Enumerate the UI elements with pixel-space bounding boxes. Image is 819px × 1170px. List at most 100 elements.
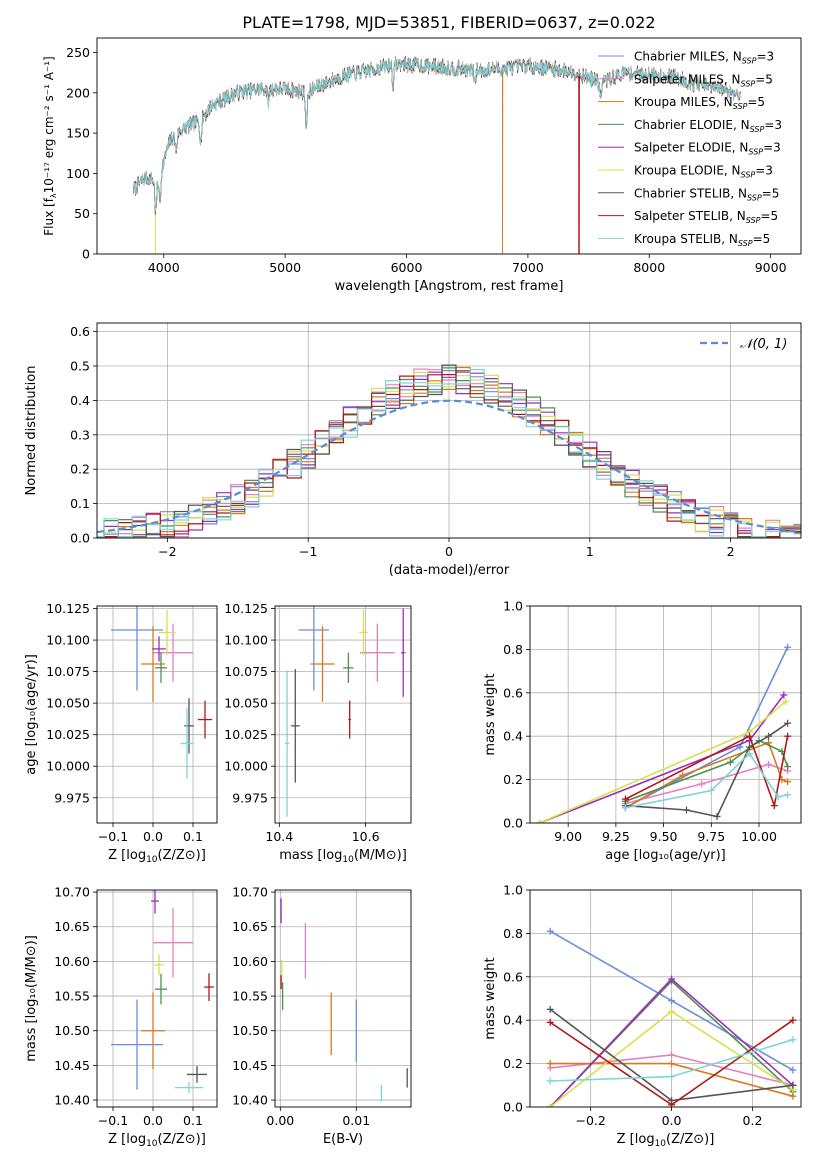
y-tick-label: 10.100 (46, 633, 90, 648)
x-tick-label: 0 (445, 544, 453, 559)
y-tick-label: 50 (74, 206, 90, 221)
y-axis-label: age [log₁₀(age/yr)] (24, 654, 39, 775)
y-tick-label: 1.0 (503, 599, 523, 614)
panel-weight-vs-Z: −0.2 0.0 0.2 0.0 0.2 0.4 0.6 0.8 1.0 Z [log10(Z/Z… (483, 883, 802, 1149)
plot-frame (96, 605, 218, 824)
y-axis-label: mass weight (483, 673, 498, 755)
y-tick-label: 10.55 (232, 989, 268, 1004)
plot-frame (96, 37, 802, 255)
y-axis-label: mass weight (483, 957, 498, 1039)
y-tick-label: 10.50 (54, 1023, 90, 1038)
y-tick-label: 0.8 (503, 926, 523, 941)
plot-area (111, 606, 213, 779)
y-tick-label: 10.075 (46, 664, 90, 679)
weight-line (625, 646, 789, 809)
y-tick-label: 10.45 (232, 1058, 268, 1073)
y-tick-label: 200 (66, 85, 90, 100)
weight-line (539, 694, 785, 823)
y-tick-label: 9.975 (54, 790, 90, 805)
y-tick-label: 10.40 (232, 1093, 268, 1108)
panel-age-vs-mass: 10.4 10.6 9.975 10.000 10.025 10.050 10.075 10.… (224, 601, 412, 865)
plot-area (133, 56, 741, 254)
residuals-legend: 𝒩(0, 1) (700, 337, 787, 352)
x-tick-label: 0.01 (342, 1113, 370, 1128)
x-tick-label: 9000 (755, 260, 787, 275)
panel-weight-vs-age: 9.00 9.25 9.50 9.75 10.00 0.0 0.2 0.4 0.6 0.8 1.0 a… (483, 599, 802, 863)
y-tick-label: 10.075 (224, 664, 268, 679)
x-tick-label: 0.2 (743, 1113, 763, 1128)
y-tick-label: 0.2 (503, 772, 523, 787)
y-tick-label: 10.70 (54, 885, 90, 900)
panel-mass-vs-Z: −0.1 0.0 0.1 10.40 10.45 10.50 10.55 10.60 10.65… (24, 885, 218, 1149)
histogram-step (97, 364, 801, 538)
y-tick-label: 0.2 (70, 462, 90, 477)
y-tick-label: 0.2 (503, 1056, 523, 1071)
y-tick-label: 0.3 (70, 427, 90, 442)
weight-line (625, 722, 789, 818)
weight-line (625, 735, 789, 809)
legend-label: Chabrier ELODIE, NSSP=3 (634, 118, 782, 134)
spectrum-line (133, 57, 741, 254)
y-tick-label: 10.55 (54, 989, 90, 1004)
y-tick-label: 0.5 (70, 359, 90, 374)
plot-area (97, 364, 801, 538)
y-tick-label: 150 (66, 126, 90, 141)
y-tick-label: 10.60 (54, 954, 90, 969)
y-tick-label: 0.6 (503, 969, 523, 984)
legend-label: Kroupa ELODIE, NSSP=3 (634, 164, 773, 180)
y-tick-label: 10.40 (54, 1093, 90, 1108)
plot-area (111, 890, 214, 1094)
legend-label: Chabrier MILES, NSSP=3 (634, 50, 774, 66)
histogram-step (97, 371, 801, 538)
plot-frame (274, 889, 412, 1108)
legend-label: Salpeter STELIB, NSSP=5 (634, 209, 778, 225)
y-tick-label: 1.0 (503, 883, 523, 898)
histogram-step (97, 369, 801, 538)
x-tick-label: −0.2 (575, 1113, 605, 1128)
y-tick-label: 10.025 (224, 727, 268, 742)
y-tick-label: 10.70 (232, 885, 268, 900)
plot-frame (529, 605, 802, 824)
x-axis-label: wavelength [Angstrom, rest frame] (335, 279, 564, 294)
plot-area (284, 606, 406, 817)
x-tick-label: 0.0 (662, 1113, 682, 1128)
x-tick-label: 10.00 (741, 829, 777, 844)
x-tick-label: 0.0 (143, 829, 163, 844)
y-tick-label: 0.4 (503, 1013, 523, 1028)
legend-label: Salpeter ELODIE, NSSP=3 (634, 141, 781, 157)
x-tick-label: 0.00 (266, 1113, 294, 1128)
panel-spectrum: 4000 5000 6000 7000 8000 9000 0 50 100 150 200 250 w… (42, 37, 802, 294)
y-tick-label: 10.000 (46, 759, 90, 774)
x-tick-label: 1 (586, 544, 594, 559)
y-tick-label: 0.1 (70, 496, 90, 511)
x-tick-label: 0.0 (143, 1113, 163, 1128)
y-tick-label: 0.8 (503, 642, 523, 657)
y-tick-label: 0.4 (503, 729, 523, 744)
legend-label: Salpeter MILES, NSSP=5 (634, 72, 773, 88)
y-axis-label: Normed distribution (24, 366, 39, 496)
y-tick-label: 10.125 (224, 601, 268, 616)
y-tick-label: 10.025 (46, 727, 90, 742)
x-tick-label: 6000 (391, 260, 423, 275)
y-tick-label: 10.050 (46, 696, 90, 711)
x-tick-label: 0.1 (183, 1113, 203, 1128)
plot-frame (529, 889, 802, 1108)
y-axis-label: Flux [fλ10⁻¹⁷ erg cm⁻² s⁻¹ A⁻¹] (42, 56, 58, 235)
weight-line (539, 700, 787, 823)
y-tick-label: 0.0 (503, 1100, 523, 1115)
normal-curve (97, 399, 799, 534)
weight-line (625, 752, 788, 809)
y-tick-label: 10.050 (224, 696, 268, 711)
y-tick-label: 0.0 (503, 816, 523, 831)
x-tick-label: 8000 (633, 260, 665, 275)
plot-area (546, 927, 797, 1107)
legend-label: Kroupa MILES, NSSP=5 (634, 95, 765, 111)
panel-mass-vs-EBV: 0.00 0.01 10.40 10.45 10.50 10.55 10.60 10.65 10… (232, 885, 412, 1147)
legend-label: 𝒩(0, 1) (740, 337, 787, 352)
y-tick-label: 9.975 (232, 790, 268, 805)
x-tick-label: 0.1 (183, 829, 203, 844)
y-tick-label: 0.4 (70, 393, 90, 408)
y-tick-label: 0 (82, 247, 90, 262)
x-axis-label: (data-model)/error (389, 563, 510, 578)
x-tick-label: 4000 (148, 260, 180, 275)
